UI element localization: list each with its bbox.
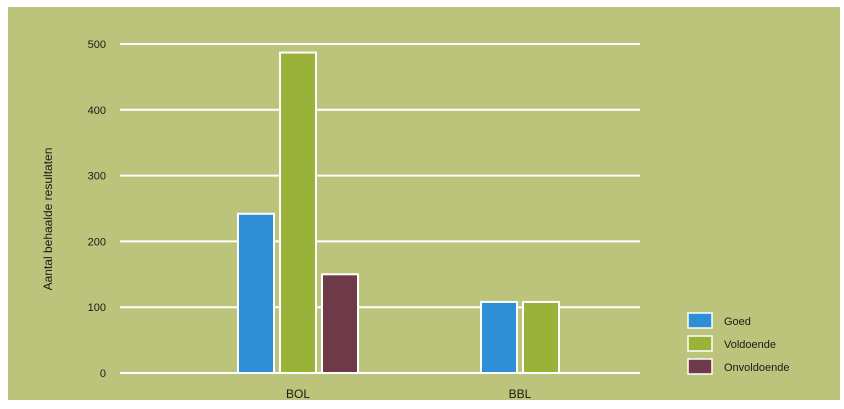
bar-bol-goed (237, 212, 275, 374)
y-axis-ticks: 0 100 200 300 400 500 (88, 39, 106, 380)
bar-bol-voldoende (279, 51, 317, 375)
x-category-label: BBL (509, 387, 532, 400)
legend-label: Goed (724, 316, 751, 328)
bar-bbl-goed (480, 300, 518, 375)
legend-swatch-onvoldoende (687, 358, 713, 375)
bars (237, 51, 560, 375)
x-axis-categories: BOL BBL (286, 387, 532, 400)
y-tick-label: 400 (88, 105, 106, 117)
legend: Goed Voldoende Onvoldoende (687, 312, 789, 375)
legend-label: Voldoende (724, 339, 776, 351)
chart-panel: 0 100 200 300 400 500 BOL BBL Aantal behaalde … (8, 7, 840, 400)
y-tick-label: 0 (100, 368, 106, 380)
y-tick-label: 100 (88, 302, 106, 314)
x-category-label: BOL (286, 387, 310, 400)
y-tick-label: 300 (88, 171, 106, 183)
legend-swatch-voldoende (687, 335, 713, 352)
bar-bol-onvoldoende (321, 273, 359, 374)
y-tick-label: 200 (88, 236, 106, 248)
y-axis-title: Aantal behaalde resultaten (41, 148, 55, 291)
legend-swatch-goed (687, 312, 713, 329)
bar-bbl-voldoende (522, 300, 560, 375)
bar-chart: 0 100 200 300 400 500 BOL BBL Aantal behaalde … (8, 7, 840, 400)
legend-label: Onvoldoende (724, 362, 789, 374)
chart-background (8, 7, 840, 400)
y-tick-label: 500 (88, 39, 106, 51)
